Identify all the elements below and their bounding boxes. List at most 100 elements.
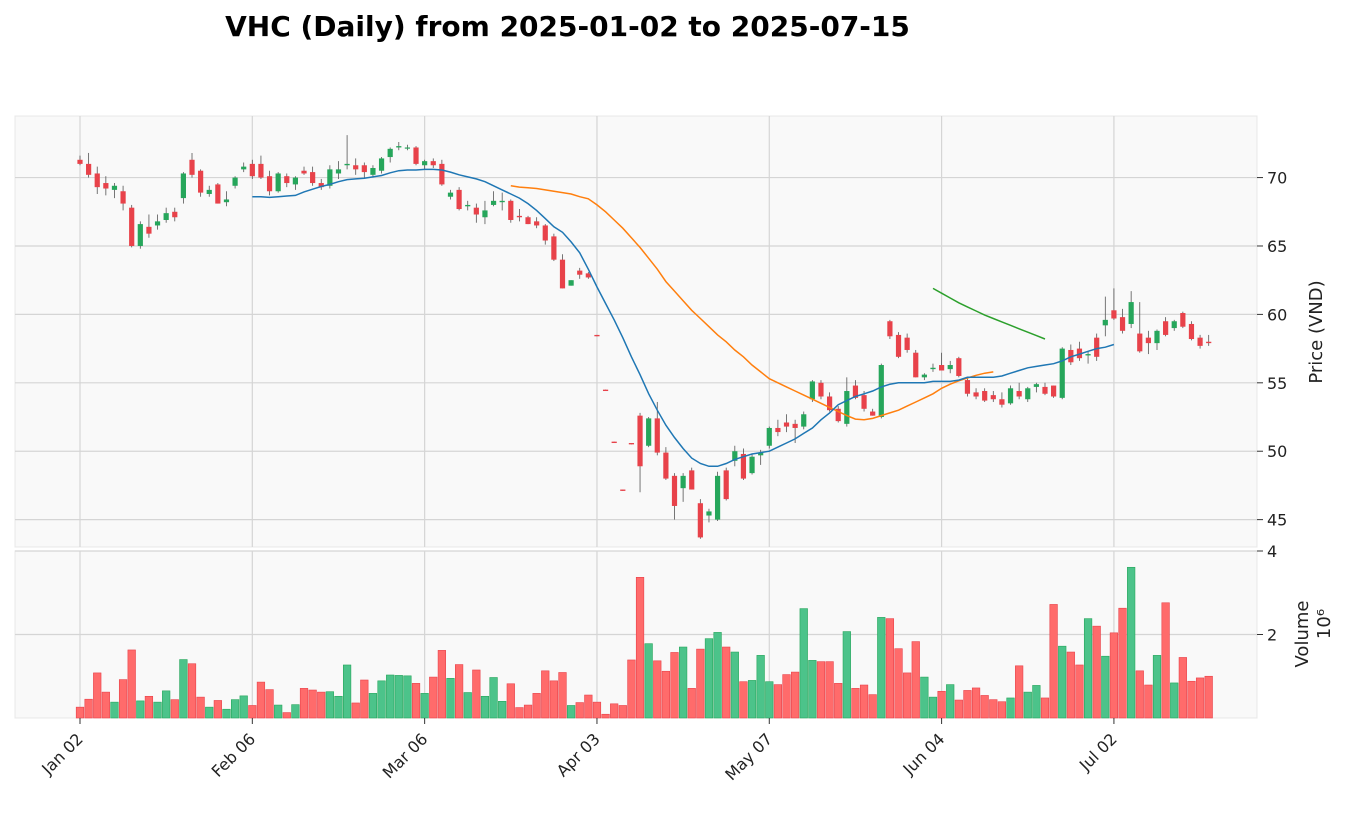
- volume-bar: [541, 670, 550, 719]
- price-panel-bg: [14, 115, 1258, 548]
- candle-body: [284, 176, 290, 184]
- volume-bar: [747, 680, 757, 719]
- volume-bar: [411, 683, 421, 719]
- candle-body: [844, 391, 850, 424]
- grid-lines: [15, 116, 1257, 718]
- date-tick-label: Jan 02: [37, 729, 87, 779]
- volume-bar: [618, 705, 627, 719]
- volume-bar: [687, 688, 696, 719]
- volume-bar: [739, 681, 748, 719]
- candle-body: [663, 452, 669, 479]
- candle-body: [387, 148, 393, 158]
- volume-bar: [808, 660, 817, 719]
- volume-bar: [1023, 691, 1032, 719]
- volume-bar: [463, 692, 472, 719]
- volume-bar: [170, 699, 179, 719]
- volume-bar: [1178, 657, 1187, 719]
- volume-bar: [351, 702, 360, 719]
- candle-body: [198, 170, 204, 193]
- candle-body: [964, 380, 971, 394]
- candle-body: [973, 392, 979, 397]
- candle-body: [1188, 323, 1195, 340]
- volume-bar: [429, 676, 438, 719]
- date-tick-label: Feb 06: [208, 729, 259, 780]
- volume-bar: [265, 689, 274, 719]
- candle-body: [310, 172, 316, 184]
- volume-bar: [1083, 618, 1093, 719]
- volume-bar: [644, 643, 653, 719]
- candle-body: [77, 159, 83, 164]
- volume-tick-label: 2: [1267, 626, 1277, 645]
- candle-body: [689, 470, 695, 490]
- candle-body: [120, 191, 126, 204]
- volume-bar: [282, 712, 291, 719]
- volume-bar: [868, 694, 877, 719]
- volume-bar: [1152, 655, 1162, 719]
- volume-bar: [248, 705, 257, 719]
- candle-body: [818, 382, 824, 397]
- volume-bar: [498, 700, 507, 719]
- volume-bar: [308, 689, 317, 719]
- candle-body: [697, 503, 703, 538]
- volume-bar: [1195, 677, 1205, 719]
- date-tick-label: Apr 03: [553, 729, 604, 780]
- candle-body: [826, 396, 833, 411]
- volume-bar: [670, 652, 679, 719]
- candle-body: [241, 166, 247, 170]
- volume-bar: [386, 674, 395, 719]
- candle-body: [258, 163, 264, 178]
- volume-bar: [136, 700, 145, 719]
- candle-body: [1111, 310, 1117, 319]
- volume-bar: [101, 691, 110, 719]
- candle-body: [1197, 337, 1203, 346]
- volume-bars: [75, 566, 1213, 719]
- candle-body: [654, 418, 660, 453]
- candle-body: [301, 170, 307, 174]
- price-tick-label: 55: [1267, 374, 1287, 393]
- volume-bar: [153, 701, 162, 719]
- volume-bar: [446, 678, 455, 719]
- candle-body: [516, 215, 523, 218]
- candle-body: [163, 213, 169, 220]
- candle-body: [646, 418, 652, 446]
- candle-body: [1145, 337, 1151, 344]
- candle-body: [835, 408, 841, 422]
- date-tick-label: Jul 02: [1075, 729, 1121, 775]
- volume-bar: [1075, 664, 1084, 719]
- candle-body: [1016, 391, 1022, 397]
- candle-body: [1102, 319, 1108, 326]
- candle-body: [887, 321, 893, 337]
- candle-body: [775, 427, 781, 433]
- volume-bar: [765, 681, 774, 719]
- candle-body: [456, 189, 462, 210]
- candles: [77, 135, 1212, 539]
- candle-body: [982, 391, 988, 401]
- volume-bar: [756, 655, 765, 719]
- candle-body: [1171, 321, 1177, 329]
- volume-bar: [205, 706, 214, 719]
- candle-body: [783, 422, 790, 427]
- candle-body: [792, 423, 798, 428]
- volume-bar: [851, 688, 860, 719]
- volume-bar: [403, 675, 412, 719]
- candle-body: [706, 511, 712, 516]
- volume-bar: [558, 672, 567, 719]
- volume-bar: [1204, 675, 1213, 719]
- price-tick-label: 60: [1267, 305, 1287, 324]
- candle-body: [852, 385, 859, 398]
- candle-body: [732, 451, 738, 461]
- volume-bar: [1058, 645, 1067, 719]
- chart-title: VHC (Daily) from 2025-01-02 to 2025-07-1…: [225, 10, 910, 43]
- volume-bar: [989, 699, 998, 719]
- volume-bar: [1101, 655, 1110, 719]
- candle-body: [508, 200, 514, 220]
- candle-body: [1025, 388, 1031, 400]
- volume-bar: [213, 700, 222, 719]
- candle-body: [129, 207, 135, 246]
- candle-body: [671, 475, 678, 506]
- candle-body: [249, 163, 255, 177]
- candle-body: [1007, 388, 1014, 404]
- candle-body: [680, 475, 686, 489]
- candle-body: [1042, 386, 1048, 394]
- candle-body: [275, 173, 281, 192]
